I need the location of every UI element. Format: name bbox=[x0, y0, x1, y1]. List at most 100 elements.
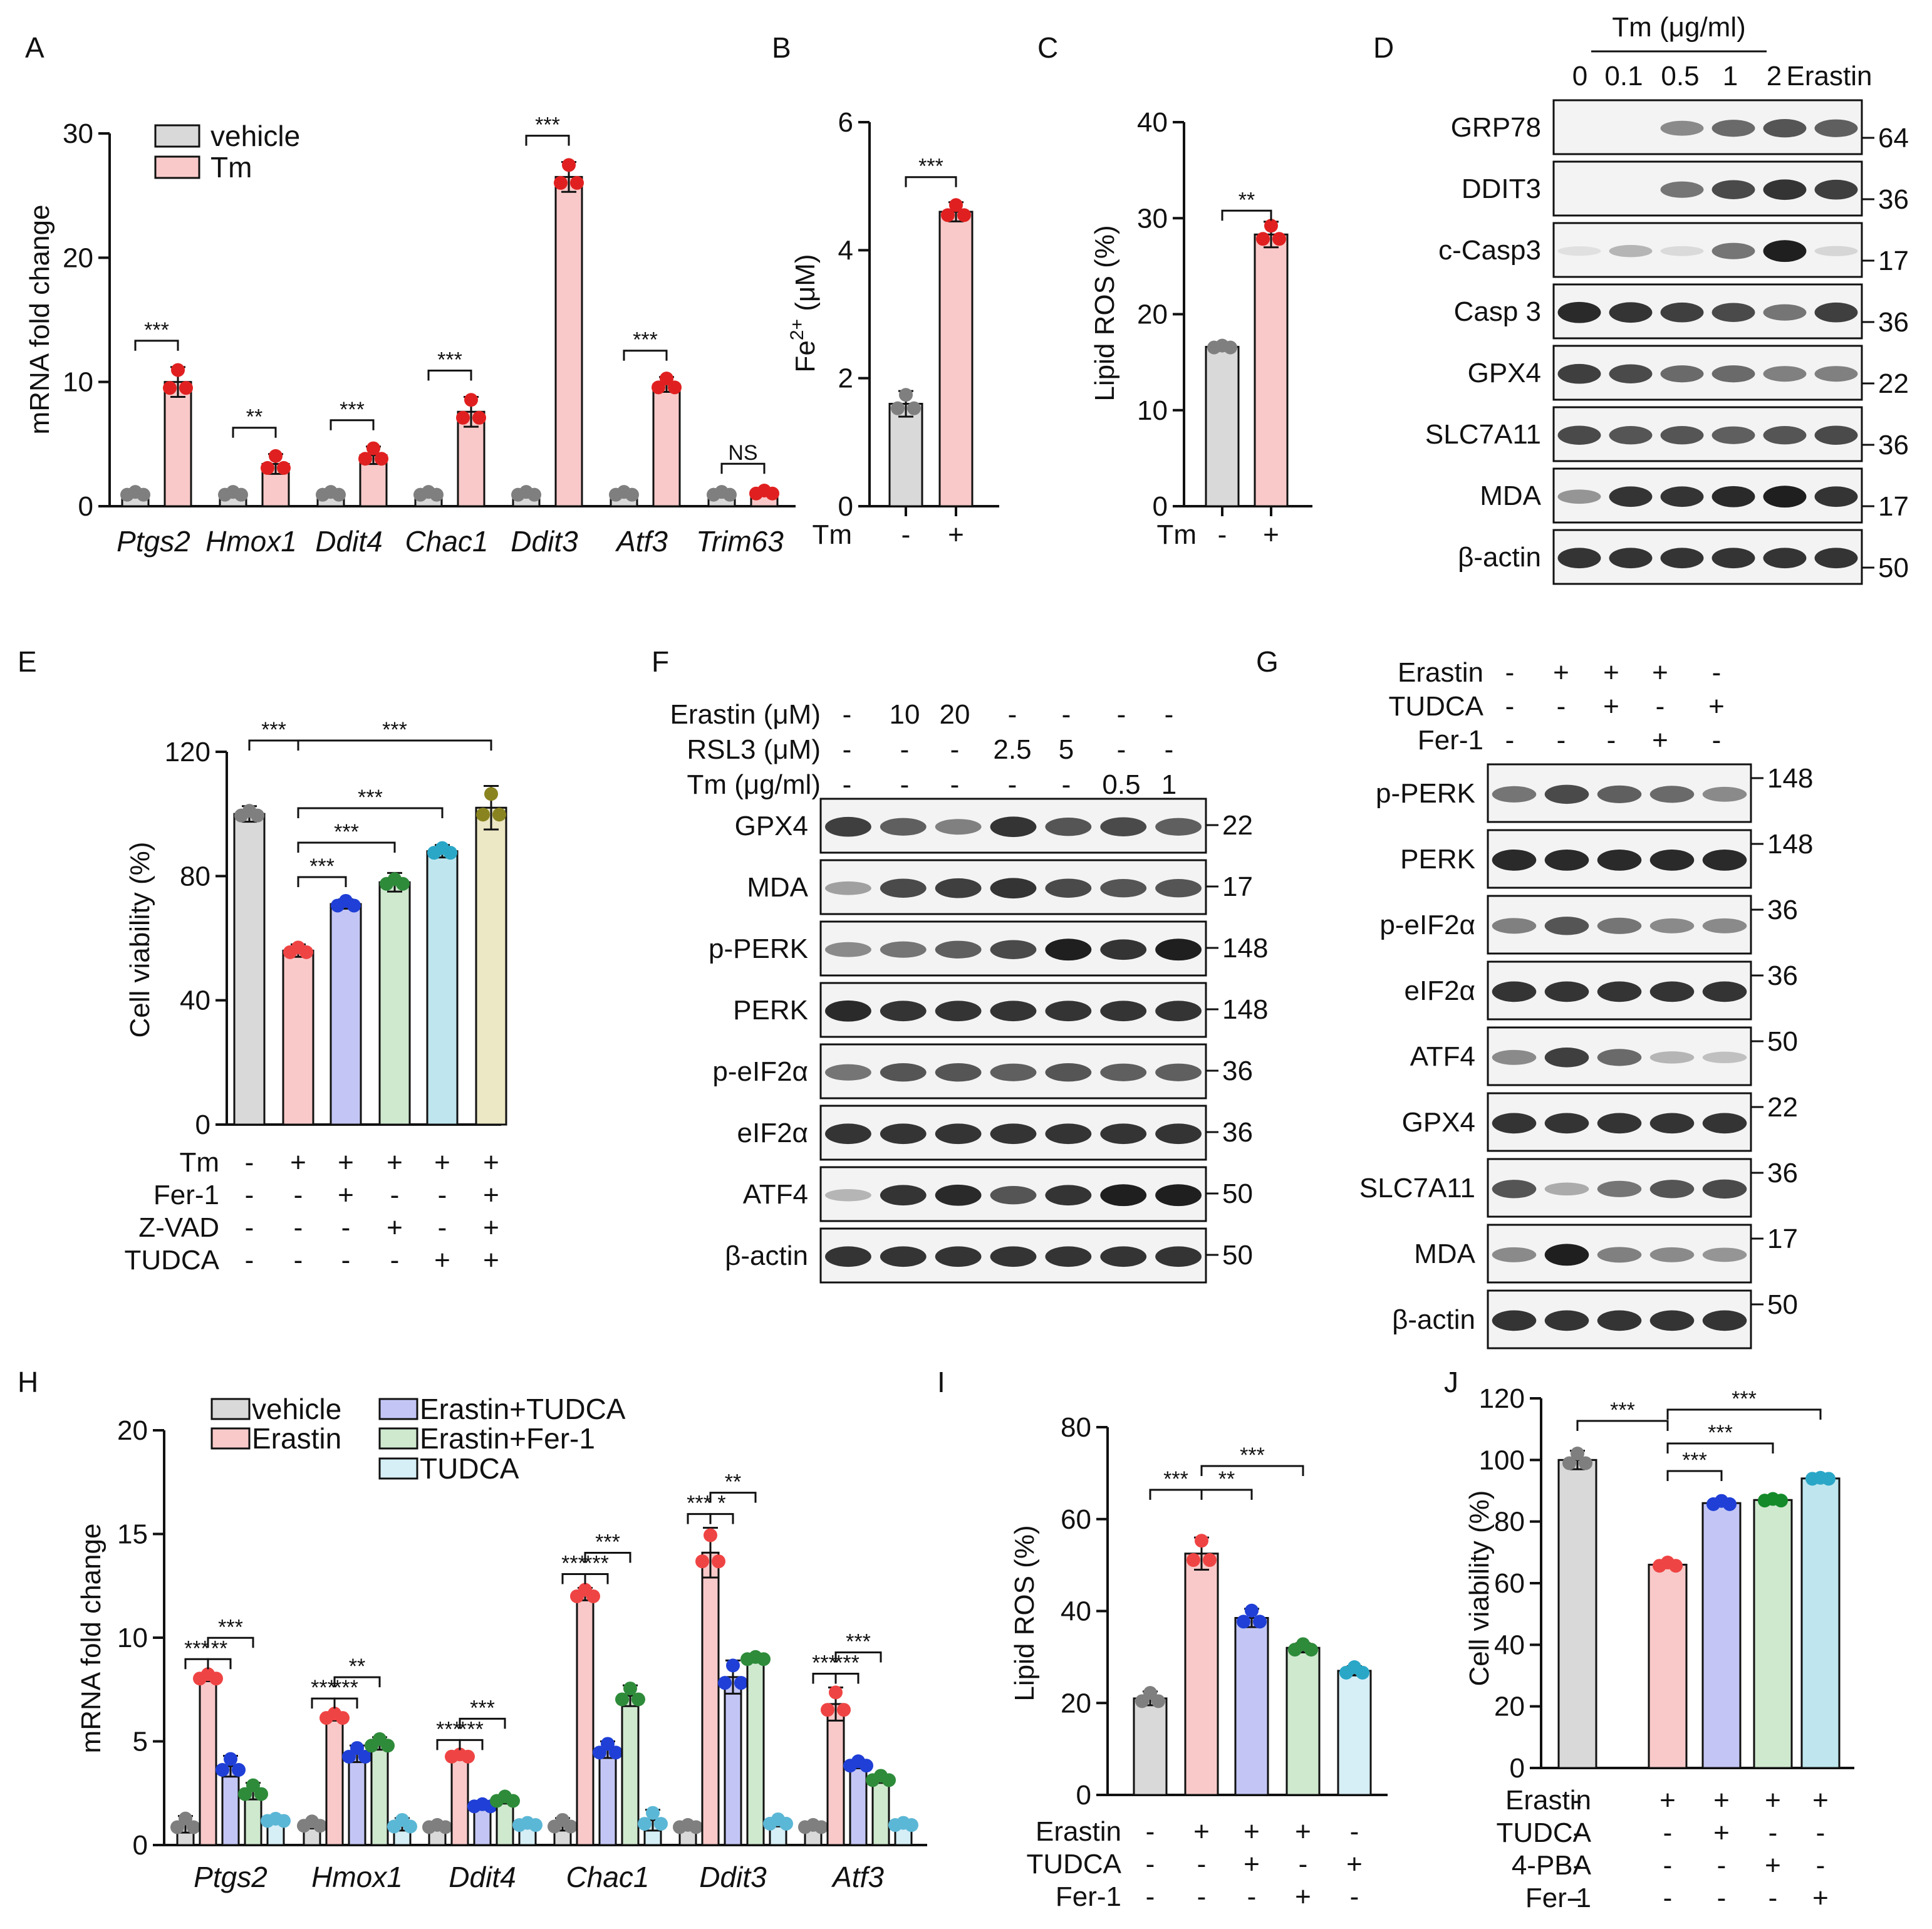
blot-band bbox=[1100, 1001, 1147, 1022]
panel-e-condition-value: - bbox=[245, 1245, 254, 1276]
panel-h-sig bbox=[812, 1672, 837, 1684]
panel-h-point bbox=[187, 1820, 200, 1834]
panel-j-condition-value: - bbox=[1663, 1817, 1673, 1848]
blot-band bbox=[1155, 818, 1202, 836]
panel-h-bar bbox=[450, 1755, 469, 1846]
blot-band bbox=[935, 878, 982, 898]
blot-band bbox=[825, 942, 871, 957]
panel-e-sig-label: *** bbox=[334, 820, 359, 844]
panel-a-point bbox=[171, 363, 185, 377]
panel-j-condition-value: - bbox=[1768, 1883, 1778, 1913]
panel-e-condition-value: + bbox=[483, 1212, 499, 1243]
panel-g-condition-value: + bbox=[1603, 691, 1619, 722]
panel-b-y-label-part: 2+ bbox=[787, 319, 808, 340]
blot-band bbox=[935, 1184, 982, 1206]
protein-label: MDA bbox=[1480, 481, 1541, 511]
protein-label: PERK bbox=[1400, 844, 1475, 875]
panel-h-point bbox=[216, 1763, 229, 1777]
panel-i-condition-value: - bbox=[1350, 1881, 1359, 1912]
panel-e-condition-value: - bbox=[438, 1180, 447, 1210]
panel-d-lane-label: 0 bbox=[1572, 61, 1587, 91]
legend-label: Erastin+Fer-1 bbox=[420, 1422, 595, 1455]
blot-band bbox=[1763, 240, 1807, 263]
panel-h-sig bbox=[207, 1636, 254, 1648]
panel-a-sig bbox=[525, 135, 570, 146]
mw-label: 148 bbox=[1767, 829, 1813, 860]
panel-j-condition-value: - bbox=[1717, 1883, 1727, 1913]
panel-h-sig-label: *** bbox=[595, 1531, 620, 1554]
panel-a-point bbox=[179, 381, 193, 395]
panel-a-bar-tm bbox=[652, 383, 681, 507]
panel-a-point bbox=[723, 487, 737, 502]
blot-band bbox=[1544, 849, 1589, 871]
panel-h-y-tick-label: 5 bbox=[133, 1727, 148, 1757]
panel-a-point bbox=[554, 175, 568, 190]
panel-j-point bbox=[1571, 1447, 1584, 1461]
mw-label: 50 bbox=[1767, 1026, 1798, 1057]
panel-h-point bbox=[695, 1554, 709, 1569]
panel-h-sig-label: *** bbox=[184, 1636, 209, 1660]
panel-b-bar bbox=[938, 211, 974, 507]
panel-j-y-tick-label: 120 bbox=[1479, 1383, 1525, 1414]
panel-h-bar bbox=[724, 1676, 742, 1846]
panel-j-condition-value: - bbox=[1663, 1850, 1673, 1881]
panel-h-point bbox=[718, 1676, 732, 1690]
panel-h-sig-label: *** bbox=[561, 1552, 586, 1576]
panel-h-point bbox=[350, 1741, 364, 1755]
panel-a-sig bbox=[427, 369, 472, 381]
blot-band bbox=[1763, 119, 1807, 138]
panel-a-y-tick-label: 20 bbox=[63, 242, 93, 273]
panel-f-condition-value: - bbox=[1117, 699, 1126, 730]
panel-b-y-tick-label: 0 bbox=[838, 491, 853, 522]
blot-band bbox=[1763, 304, 1807, 321]
panel-e-point bbox=[299, 945, 313, 959]
blot-band bbox=[1763, 548, 1807, 569]
protein-label: Casp 3 bbox=[1454, 296, 1541, 327]
panel-g-condition-value: + bbox=[1708, 691, 1725, 722]
panel-e-sig-label: *** bbox=[382, 718, 407, 742]
blot-band bbox=[1544, 1113, 1589, 1134]
panel-b-y-tick-label: 4 bbox=[838, 235, 853, 266]
mw-label: 17 bbox=[1222, 871, 1253, 902]
panel-h-category-label: Ptgs2 bbox=[194, 1861, 267, 1893]
legend-swatch-4 bbox=[378, 1457, 418, 1480]
blot-band bbox=[1557, 363, 1601, 384]
panel-h-point bbox=[179, 1811, 192, 1826]
panel-j-condition-value: - bbox=[1816, 1850, 1826, 1881]
panel-h-y-label: mRNA fold change bbox=[76, 1524, 106, 1754]
blot-band bbox=[880, 818, 927, 836]
blot-band bbox=[1702, 1247, 1747, 1262]
blot-band bbox=[1544, 784, 1589, 804]
blot-band bbox=[825, 1000, 871, 1022]
panel-f-condition-value: - bbox=[900, 769, 910, 800]
blot-band bbox=[1597, 1180, 1642, 1197]
mw-label: 36 bbox=[1222, 1117, 1253, 1148]
mw-label: 22 bbox=[1222, 810, 1253, 841]
panel-b-point bbox=[899, 388, 913, 402]
panel-j-condition-value: + bbox=[1713, 1817, 1730, 1848]
panel-h-sig bbox=[834, 1672, 860, 1684]
blot-band bbox=[880, 1246, 927, 1267]
blot-band bbox=[1100, 879, 1147, 898]
blot-band bbox=[1100, 939, 1147, 960]
panel-e-condition-value: + bbox=[338, 1180, 354, 1210]
blot-band bbox=[1763, 366, 1807, 382]
blot-band bbox=[1711, 120, 1755, 137]
blot-band bbox=[1649, 849, 1695, 871]
panel-a-category-label: Chac1 bbox=[405, 525, 489, 558]
panel-c-point bbox=[1272, 232, 1286, 246]
blot-box bbox=[1552, 467, 1863, 524]
blot-band bbox=[1045, 1185, 1092, 1206]
mw-label: 17 bbox=[1767, 1224, 1798, 1254]
panel-a-point bbox=[456, 410, 470, 425]
blot-band bbox=[1155, 1063, 1202, 1081]
panel-h-point bbox=[734, 1676, 748, 1690]
panel-h-point bbox=[757, 1652, 771, 1666]
blot-band bbox=[880, 1123, 927, 1145]
blot-band bbox=[1814, 302, 1858, 323]
panel-e-point bbox=[484, 787, 498, 801]
blot-band bbox=[1597, 785, 1642, 803]
blot-band bbox=[825, 1188, 871, 1202]
panel-h-point bbox=[342, 1749, 356, 1764]
blot-band bbox=[825, 1123, 871, 1145]
